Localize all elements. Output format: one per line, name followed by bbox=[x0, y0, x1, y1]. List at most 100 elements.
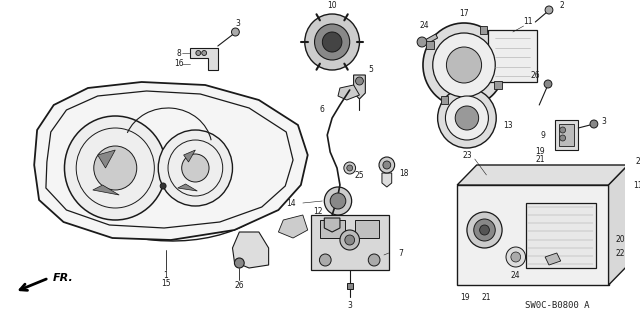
Circle shape bbox=[383, 161, 391, 169]
Text: 16: 16 bbox=[174, 60, 184, 69]
Circle shape bbox=[330, 193, 346, 209]
Circle shape bbox=[368, 254, 380, 266]
Circle shape bbox=[324, 187, 351, 215]
Bar bbox=[555, 120, 579, 150]
Text: SW0C-B0800 A: SW0C-B0800 A bbox=[525, 301, 589, 310]
Text: 6: 6 bbox=[320, 106, 324, 115]
Text: 23: 23 bbox=[462, 151, 472, 160]
Text: 19: 19 bbox=[536, 147, 545, 157]
Bar bbox=[457, 185, 609, 285]
Text: 7: 7 bbox=[398, 249, 403, 257]
Circle shape bbox=[545, 6, 553, 14]
Circle shape bbox=[511, 252, 521, 262]
Text: 24: 24 bbox=[511, 271, 520, 279]
Text: 1: 1 bbox=[164, 271, 168, 280]
Circle shape bbox=[323, 32, 342, 52]
Text: 24: 24 bbox=[419, 21, 429, 31]
Circle shape bbox=[560, 127, 566, 133]
Circle shape bbox=[94, 146, 137, 190]
Text: 9: 9 bbox=[541, 130, 545, 139]
Circle shape bbox=[234, 258, 244, 268]
Circle shape bbox=[202, 50, 207, 56]
Text: 15: 15 bbox=[161, 278, 171, 287]
Text: 5: 5 bbox=[369, 65, 374, 75]
Text: 17: 17 bbox=[459, 9, 469, 18]
Bar bbox=[355, 220, 379, 238]
Circle shape bbox=[160, 183, 166, 189]
Text: 2: 2 bbox=[636, 157, 640, 166]
Text: 11: 11 bbox=[633, 181, 640, 189]
Circle shape bbox=[417, 37, 427, 47]
Circle shape bbox=[590, 120, 598, 128]
Circle shape bbox=[182, 154, 209, 182]
Text: 11: 11 bbox=[523, 18, 532, 26]
Text: 21: 21 bbox=[536, 155, 545, 165]
Circle shape bbox=[158, 130, 232, 206]
Text: FR.: FR. bbox=[52, 273, 74, 283]
Circle shape bbox=[467, 212, 502, 248]
Polygon shape bbox=[425, 34, 438, 44]
Polygon shape bbox=[232, 232, 269, 268]
Text: 2: 2 bbox=[559, 2, 564, 11]
Circle shape bbox=[560, 135, 566, 141]
Text: 13: 13 bbox=[503, 122, 513, 130]
Circle shape bbox=[455, 106, 479, 130]
Circle shape bbox=[319, 254, 331, 266]
Text: 3: 3 bbox=[601, 117, 606, 127]
Text: 3: 3 bbox=[235, 19, 240, 28]
Polygon shape bbox=[609, 165, 628, 285]
Bar bbox=[559, 124, 574, 146]
Circle shape bbox=[347, 165, 353, 171]
Text: 14: 14 bbox=[286, 198, 296, 207]
Bar bbox=[488, 30, 537, 82]
Polygon shape bbox=[178, 184, 197, 191]
Polygon shape bbox=[426, 41, 434, 49]
Ellipse shape bbox=[37, 85, 285, 241]
Circle shape bbox=[344, 162, 356, 174]
Circle shape bbox=[340, 230, 360, 250]
Circle shape bbox=[447, 47, 481, 83]
Polygon shape bbox=[93, 185, 119, 195]
Polygon shape bbox=[440, 96, 449, 104]
Bar bbox=[347, 283, 353, 289]
Text: 10: 10 bbox=[327, 2, 337, 11]
Circle shape bbox=[232, 28, 239, 36]
Circle shape bbox=[305, 14, 360, 70]
Polygon shape bbox=[354, 75, 365, 99]
Circle shape bbox=[196, 50, 201, 56]
Text: 19: 19 bbox=[460, 293, 470, 301]
Bar bbox=[525, 203, 596, 268]
Polygon shape bbox=[191, 48, 218, 70]
Circle shape bbox=[423, 23, 505, 107]
Polygon shape bbox=[457, 165, 628, 185]
Polygon shape bbox=[184, 150, 195, 162]
Polygon shape bbox=[98, 150, 115, 168]
Circle shape bbox=[65, 116, 166, 220]
Text: 20: 20 bbox=[616, 235, 625, 244]
Polygon shape bbox=[545, 253, 561, 265]
Polygon shape bbox=[161, 87, 305, 233]
Text: 22: 22 bbox=[616, 249, 625, 257]
Bar bbox=[321, 220, 345, 238]
Text: 25: 25 bbox=[355, 170, 364, 180]
Bar bbox=[310, 215, 388, 270]
Polygon shape bbox=[34, 82, 308, 240]
Polygon shape bbox=[494, 81, 502, 89]
Circle shape bbox=[314, 24, 349, 60]
Circle shape bbox=[345, 235, 355, 245]
Text: 8: 8 bbox=[177, 48, 181, 57]
Text: 21: 21 bbox=[482, 293, 492, 301]
Circle shape bbox=[438, 88, 496, 148]
Text: 12: 12 bbox=[314, 207, 323, 217]
Text: 3: 3 bbox=[348, 300, 352, 309]
Text: 26: 26 bbox=[531, 70, 540, 79]
Circle shape bbox=[379, 157, 395, 173]
Polygon shape bbox=[479, 26, 488, 34]
Circle shape bbox=[506, 247, 525, 267]
Polygon shape bbox=[338, 85, 360, 100]
Circle shape bbox=[544, 80, 552, 88]
Circle shape bbox=[474, 219, 495, 241]
Text: 18: 18 bbox=[399, 168, 409, 177]
Circle shape bbox=[479, 225, 490, 235]
Polygon shape bbox=[382, 173, 392, 187]
